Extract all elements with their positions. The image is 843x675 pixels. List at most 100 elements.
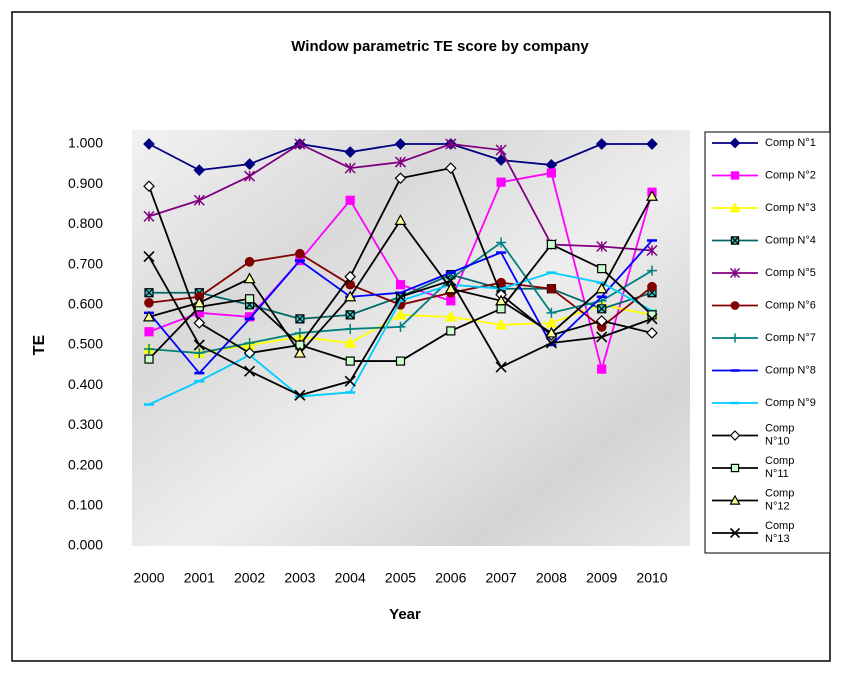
marker <box>295 248 305 259</box>
marker <box>243 272 256 284</box>
marker <box>646 327 658 339</box>
marker <box>142 310 156 322</box>
marker <box>730 236 740 245</box>
marker <box>143 138 155 150</box>
marker <box>730 333 740 343</box>
marker <box>596 331 608 343</box>
marker <box>495 154 507 166</box>
x-tick-label: 2005 <box>385 570 416 586</box>
marker <box>244 337 255 348</box>
marker <box>395 356 406 366</box>
y-tick-label: 0.400 <box>68 376 103 392</box>
marker <box>730 301 740 310</box>
y-tick-label: 0.300 <box>68 416 103 432</box>
legend-label: Comp N°8 <box>765 364 816 376</box>
marker <box>245 294 255 304</box>
marker <box>345 310 355 320</box>
y-tick-label: 0.700 <box>68 255 103 271</box>
marker <box>143 210 155 222</box>
marker <box>647 265 657 276</box>
y-tick-label: 0.000 <box>68 537 103 553</box>
marker <box>394 308 407 320</box>
marker <box>344 270 357 283</box>
x-tick-label: 2000 <box>133 570 164 586</box>
y-tick-label: 0.600 <box>68 296 103 312</box>
x-tick-label: 2002 <box>234 570 265 586</box>
series <box>142 190 659 358</box>
marker <box>597 364 607 374</box>
marker <box>444 282 457 294</box>
marker <box>730 463 740 473</box>
marker <box>294 138 306 150</box>
marker <box>444 162 457 174</box>
marker <box>729 267 741 279</box>
marker <box>729 430 741 441</box>
marker <box>143 250 155 263</box>
marker <box>344 162 356 174</box>
x-tick-label: 2010 <box>636 570 667 586</box>
legend-label: Comp N°3 <box>765 202 816 214</box>
marker <box>245 312 255 322</box>
marker <box>595 315 608 327</box>
y-tick-label: 0.800 <box>68 215 103 231</box>
marker <box>646 313 658 325</box>
marker <box>596 240 608 253</box>
marker <box>344 290 357 302</box>
x-tick-label: 2009 <box>586 570 617 586</box>
marker <box>645 190 659 201</box>
marker <box>344 375 356 387</box>
marker <box>193 296 206 308</box>
marker <box>193 339 205 351</box>
x-tick-label: 2007 <box>486 570 517 586</box>
series <box>144 237 657 359</box>
marker <box>729 202 741 213</box>
marker <box>144 327 154 337</box>
marker <box>394 291 407 303</box>
series <box>144 239 657 366</box>
marker <box>193 194 205 206</box>
marker <box>244 170 256 182</box>
marker <box>546 283 557 294</box>
marker <box>546 168 557 178</box>
marker <box>546 239 557 250</box>
marker <box>394 214 407 225</box>
marker <box>144 344 154 355</box>
marker <box>445 138 457 150</box>
marker <box>294 389 306 401</box>
legend-label: Comp N°7 <box>765 332 816 344</box>
marker <box>294 327 305 338</box>
marker <box>444 310 457 322</box>
marker <box>394 156 407 168</box>
marker <box>597 264 607 274</box>
marker <box>496 237 507 248</box>
marker <box>646 244 658 257</box>
marker <box>597 304 607 314</box>
marker <box>243 347 256 359</box>
y-tick-label: 0.200 <box>68 456 103 472</box>
marker <box>495 294 508 306</box>
chart-title: Window parametric TE score by company <box>291 38 589 55</box>
marker <box>495 361 507 373</box>
legend-label: Comp N°11 <box>765 455 797 480</box>
marker <box>729 137 741 149</box>
marker <box>495 144 507 156</box>
legend-label: Comp N°6 <box>765 299 816 311</box>
legend-box <box>704 131 831 554</box>
marker <box>345 323 356 334</box>
marker <box>646 138 658 150</box>
marker <box>193 164 206 176</box>
marker <box>143 180 155 193</box>
y-tick-label: 0.500 <box>68 336 103 352</box>
x-tick-label: 2008 <box>536 570 567 586</box>
marker <box>344 146 357 158</box>
marker <box>345 195 355 205</box>
y-tick-label: 0.900 <box>68 175 103 191</box>
marker <box>446 326 456 336</box>
legend-label: Comp N°10 <box>765 422 797 447</box>
legend-label: Comp N°4 <box>765 234 816 246</box>
series <box>144 168 657 374</box>
series <box>143 250 658 401</box>
x-tick-label: 2003 <box>284 570 315 586</box>
marker <box>729 494 741 505</box>
